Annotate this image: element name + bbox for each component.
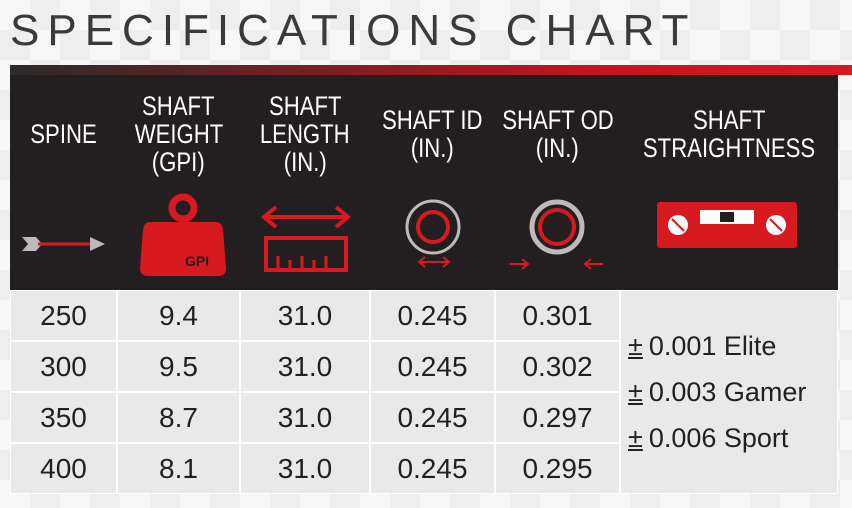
header-cell: SHAFT WEIGHT (GPI) xyxy=(117,75,240,193)
header-line: SHAFT xyxy=(268,91,342,121)
header-cell: SHAFT OD (IN.) xyxy=(495,75,620,193)
straightness-cell xyxy=(620,290,838,494)
tolerance: 0.001 Elite xyxy=(648,331,777,361)
level-icon xyxy=(657,202,797,248)
table-cell: 8.7 xyxy=(117,392,240,443)
inner-diameter-icon xyxy=(405,199,461,268)
tolerance: 0.006 Sport xyxy=(648,423,789,453)
table-cell: 31.0 xyxy=(240,341,370,392)
tolerance: 0.003 Gamer xyxy=(648,377,807,407)
table-cell: 0.297 xyxy=(495,392,620,443)
header-line: (IN.) xyxy=(283,147,327,177)
plus-minus: ± xyxy=(628,423,643,453)
header-line: LENGTH xyxy=(260,119,350,149)
table-cell: 300 xyxy=(10,341,117,392)
table-cell: 0.245 xyxy=(370,290,495,341)
table-cell: 8.1 xyxy=(117,443,240,494)
table-cell: 31.0 xyxy=(240,290,370,341)
header-line: (IN.) xyxy=(535,133,580,163)
table-cell: 0.301 xyxy=(495,290,620,341)
table-cell: 400 xyxy=(10,443,117,494)
weight-icon-label: GPI xyxy=(185,253,209,269)
length-icon xyxy=(260,205,352,272)
header-line: SHAFT xyxy=(692,105,766,135)
header-line: WEIGHT xyxy=(134,119,223,149)
title-rule xyxy=(10,65,852,75)
table-cell: 0.245 xyxy=(370,392,495,443)
table-cell: 31.0 xyxy=(240,443,370,494)
straightness-entry: ±0.001 Elite xyxy=(628,331,776,362)
header-line: SHAFT OD xyxy=(501,105,614,135)
header-line: (GPI) xyxy=(152,147,205,177)
table-cell: 250 xyxy=(10,290,117,341)
header-line: (IN.) xyxy=(410,133,455,163)
straightness-entry: ±0.006 Sport xyxy=(628,423,788,454)
header-cell: SHAFT STRAIGHTNESS xyxy=(620,75,838,193)
table-cell: 9.5 xyxy=(117,341,240,392)
table-cell: 0.245 xyxy=(370,341,495,392)
header-cell: SHAFT ID (IN.) xyxy=(370,75,495,193)
header-line: SHAFT ID xyxy=(382,105,483,135)
header-line: STRAIGHTNESS xyxy=(642,133,816,163)
header-line: SPINE xyxy=(30,119,97,149)
plus-minus: ± xyxy=(628,377,643,407)
header-cell: SHAFT LENGTH (IN.) xyxy=(240,75,370,193)
table-cell: 0.302 xyxy=(495,341,620,392)
table-cell: 0.295 xyxy=(495,443,620,494)
table-cell: 0.245 xyxy=(370,443,495,494)
header-cell: SPINE xyxy=(10,75,117,193)
table-cell: 9.4 xyxy=(117,290,240,341)
spine-icon xyxy=(22,237,105,251)
title: SPECIFICATIONS CHART xyxy=(10,6,697,55)
outer-diameter-icon xyxy=(510,199,603,270)
plus-minus: ± xyxy=(628,331,643,361)
table-cell: 350 xyxy=(10,392,117,443)
weight-icon: GPI xyxy=(140,193,226,276)
header-line: SHAFT xyxy=(142,91,215,121)
table-cell: 31.0 xyxy=(240,392,370,443)
straightness-entry: ±0.003 Gamer xyxy=(628,377,806,408)
